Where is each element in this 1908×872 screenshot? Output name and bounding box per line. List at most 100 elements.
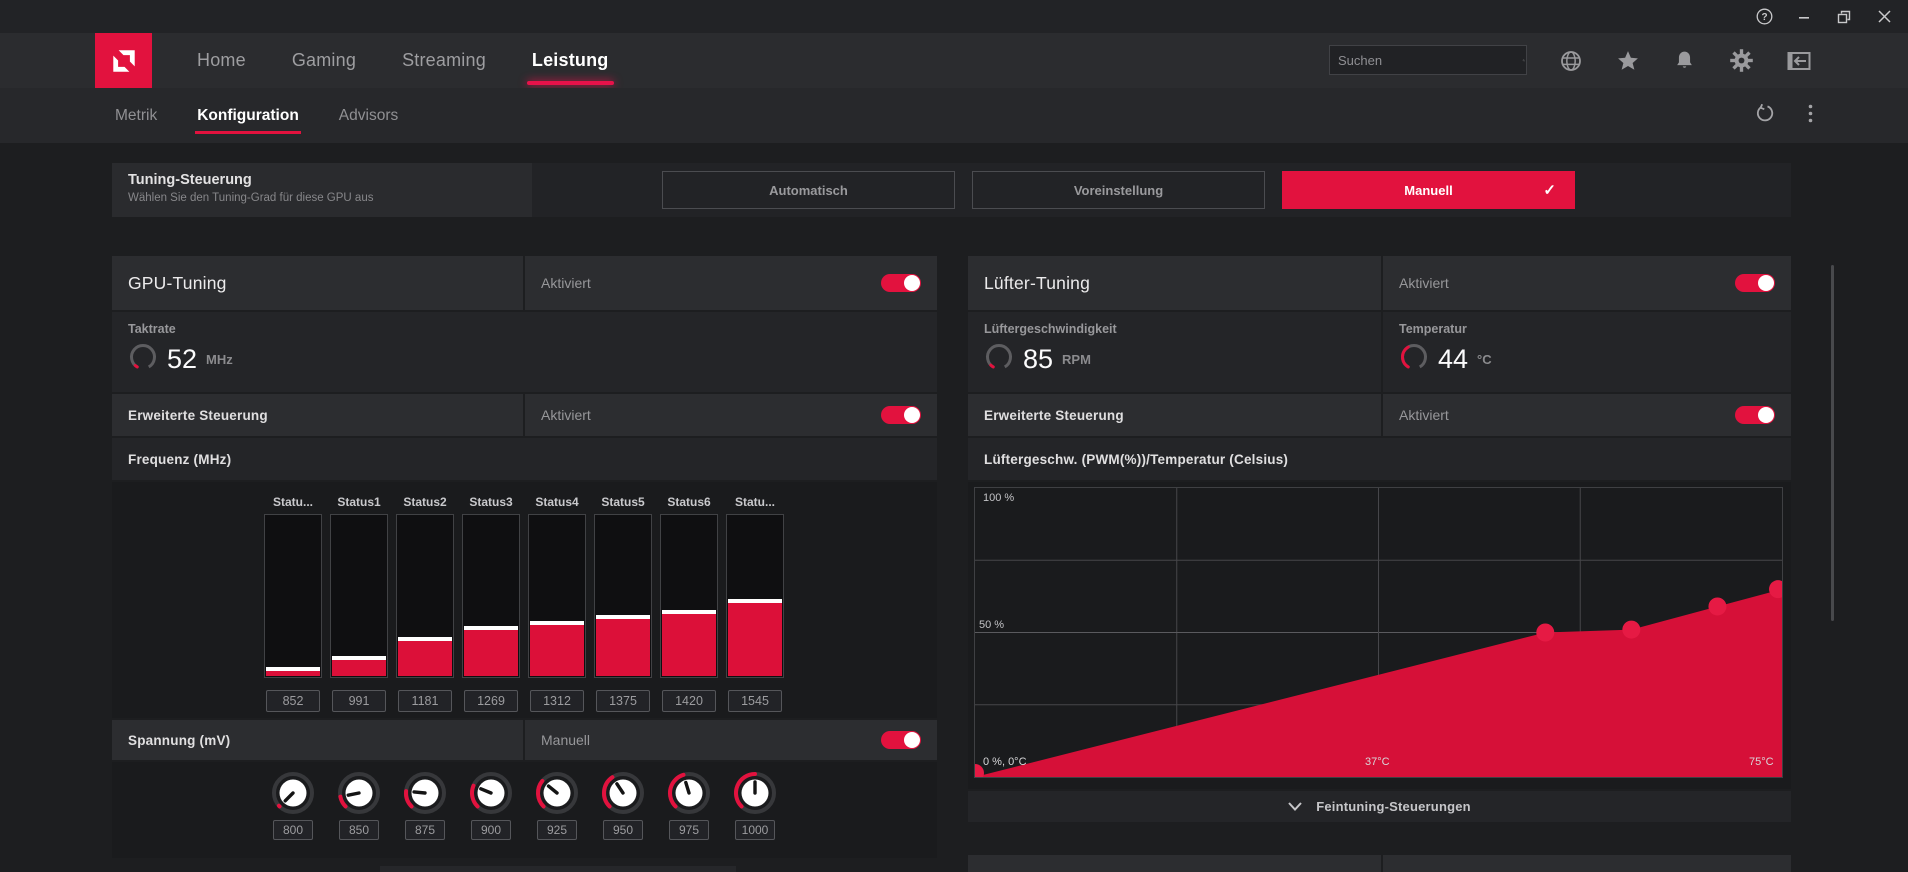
toggle-knob bbox=[904, 732, 920, 748]
frequency-slider: Statu... 1545 bbox=[726, 490, 784, 712]
voltage-value-box[interactable]: 950 bbox=[603, 820, 643, 840]
feintuning-expander[interactable]: Feintuning-Steuerungen bbox=[968, 791, 1791, 822]
slider-handle[interactable] bbox=[596, 615, 650, 619]
voltage-knob[interactable] bbox=[270, 770, 316, 816]
voltage-knob[interactable] bbox=[600, 770, 646, 816]
bottom-panel-sliver bbox=[380, 866, 736, 872]
search-box[interactable] bbox=[1329, 45, 1527, 75]
voltage-toggle[interactable] bbox=[881, 731, 921, 749]
status-label: Status1 bbox=[337, 495, 381, 509]
next-panel-sliver-right bbox=[1383, 855, 1791, 872]
close-button[interactable] bbox=[1864, 0, 1904, 33]
frequency-slider-track[interactable] bbox=[660, 514, 718, 678]
frequency-slider: Status3 1269 bbox=[462, 490, 520, 712]
slider-fill bbox=[464, 630, 518, 676]
tuning-control-subtitle: Wählen Sie den Tuning-Grad für diese GPU… bbox=[128, 192, 374, 204]
voltage-knob-column: 925 bbox=[528, 770, 586, 840]
fan-curve-point[interactable] bbox=[1536, 623, 1555, 642]
slider-handle[interactable] bbox=[332, 656, 386, 660]
fan-advanced-toggle[interactable] bbox=[1735, 406, 1775, 424]
favorites-button[interactable] bbox=[1611, 44, 1644, 77]
slider-handle[interactable] bbox=[662, 610, 716, 614]
fan-curve-point[interactable] bbox=[1708, 597, 1727, 616]
tuning-option-manuell[interactable]: Manuell ✓ bbox=[1282, 171, 1575, 209]
vertical-scrollbar[interactable] bbox=[1831, 265, 1834, 621]
next-panel-sliver-left bbox=[968, 855, 1381, 872]
reset-button[interactable] bbox=[1755, 103, 1774, 128]
toggle-knob bbox=[1758, 407, 1774, 423]
slider-handle[interactable] bbox=[398, 637, 452, 641]
frequency-value-box[interactable]: 1181 bbox=[398, 690, 452, 712]
voltage-knob-column: 850 bbox=[330, 770, 388, 840]
slider-handle[interactable] bbox=[728, 599, 782, 603]
voltage-value-box[interactable]: 975 bbox=[669, 820, 709, 840]
nav-item-streaming[interactable]: Streaming bbox=[402, 50, 486, 70]
gpu-advanced-toggle[interactable] bbox=[881, 406, 921, 424]
fan-advanced-label-cell: Erweiterte Steuerung bbox=[968, 394, 1381, 436]
voltage-knob-column: 1000 bbox=[726, 770, 784, 840]
voltage-knob[interactable] bbox=[402, 770, 448, 816]
globe-button[interactable] bbox=[1554, 44, 1587, 77]
voltage-knob[interactable] bbox=[732, 770, 778, 816]
frequency-slider-track[interactable] bbox=[462, 514, 520, 678]
fan-tuning-toggle[interactable] bbox=[1735, 274, 1775, 292]
slider-fill bbox=[662, 614, 716, 676]
frequency-value-box[interactable]: 991 bbox=[332, 690, 386, 712]
frequency-value-box[interactable]: 1312 bbox=[530, 690, 584, 712]
frequency-chart-area: Statu... 852 Status1 991 Status2 1181 Status3 1… bbox=[112, 482, 937, 718]
slider-handle[interactable] bbox=[266, 667, 320, 671]
notifications-button[interactable] bbox=[1668, 44, 1701, 77]
voltage-value-box[interactable]: 800 bbox=[273, 820, 313, 840]
globe-icon bbox=[1560, 50, 1581, 71]
minimize-button[interactable] bbox=[1784, 0, 1824, 33]
voltage-knob[interactable] bbox=[534, 770, 580, 816]
search-icon[interactable] bbox=[1522, 52, 1526, 69]
slider-fill bbox=[728, 603, 782, 676]
voltage-value-box[interactable]: 1000 bbox=[735, 820, 775, 840]
voltage-value-box[interactable]: 875 bbox=[405, 820, 445, 840]
more-options-button[interactable] bbox=[1808, 104, 1813, 128]
frequency-value-box[interactable]: 1375 bbox=[596, 690, 650, 712]
help-button[interactable]: ? bbox=[1744, 0, 1784, 33]
amd-logo[interactable] bbox=[95, 33, 152, 88]
frequency-title-row: Frequenz (MHz) bbox=[112, 438, 937, 480]
tuning-option-voreinstellung[interactable]: Voreinstellung bbox=[972, 171, 1265, 209]
slider-handle[interactable] bbox=[530, 621, 584, 625]
tuning-option-automatisch[interactable]: Automatisch bbox=[662, 171, 955, 209]
frequency-slider-track[interactable] bbox=[396, 514, 454, 678]
tuning-control-label: Tuning-Steuerung Wählen Sie den Tuning-G… bbox=[112, 163, 532, 217]
settings-button[interactable] bbox=[1725, 44, 1758, 77]
fan-chart-title-row: Lüftergeschw. (PWM(%))/Temperatur (Celsi… bbox=[968, 438, 1791, 480]
frequency-value-box[interactable]: 1545 bbox=[728, 690, 782, 712]
frequency-value-box[interactable]: 852 bbox=[266, 690, 320, 712]
gpu-tuning-toggle[interactable] bbox=[881, 274, 921, 292]
voltage-value-box[interactable]: 925 bbox=[537, 820, 577, 840]
slider-handle[interactable] bbox=[464, 626, 518, 630]
nav-item-leistung[interactable]: Leistung bbox=[509, 33, 632, 88]
fan-curve-point[interactable] bbox=[1622, 620, 1641, 639]
y-tick-50: 50 % bbox=[979, 619, 1005, 631]
nav-item-home[interactable]: Home bbox=[197, 50, 246, 70]
overlay-button[interactable] bbox=[1782, 44, 1815, 77]
frequency-value-box[interactable]: 1420 bbox=[662, 690, 716, 712]
subnav-icon-strip bbox=[1755, 88, 1813, 143]
voltage-knob[interactable] bbox=[468, 770, 514, 816]
status-label: Status4 bbox=[535, 495, 579, 509]
subnav-item-konfiguration[interactable]: Konfiguration bbox=[177, 88, 319, 143]
frequency-slider-track[interactable] bbox=[528, 514, 586, 678]
subnav-item-advisors[interactable]: Advisors bbox=[338, 106, 399, 124]
voltage-value-box[interactable]: 900 bbox=[471, 820, 511, 840]
restore-button[interactable] bbox=[1824, 0, 1864, 33]
subnav-item-metrik[interactable]: Metrik bbox=[115, 106, 158, 124]
svg-text:?: ? bbox=[1761, 12, 1767, 23]
voltage-knob[interactable] bbox=[666, 770, 712, 816]
frequency-slider-track[interactable] bbox=[330, 514, 388, 678]
frequency-slider-track[interactable] bbox=[264, 514, 322, 678]
voltage-value-box[interactable]: 850 bbox=[339, 820, 379, 840]
search-input[interactable] bbox=[1330, 52, 1522, 68]
frequency-value-box[interactable]: 1269 bbox=[464, 690, 518, 712]
nav-item-gaming[interactable]: Gaming bbox=[291, 50, 357, 70]
frequency-slider-track[interactable] bbox=[726, 514, 784, 678]
frequency-slider-track[interactable] bbox=[594, 514, 652, 678]
voltage-knob[interactable] bbox=[336, 770, 382, 816]
